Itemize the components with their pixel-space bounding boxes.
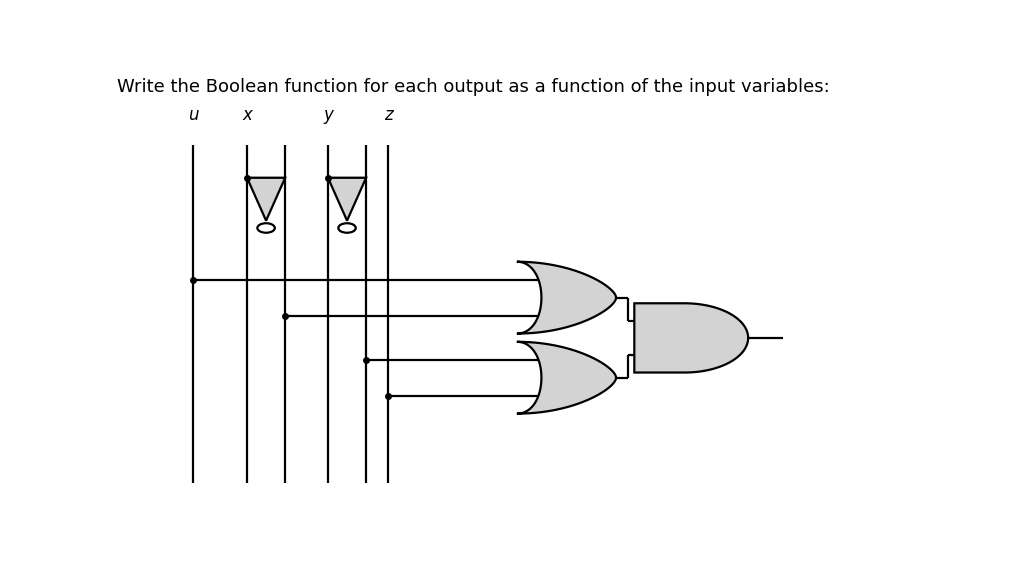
Polygon shape [517, 342, 616, 414]
Text: x: x [242, 106, 252, 124]
Circle shape [338, 223, 355, 233]
Text: z: z [384, 106, 392, 124]
Text: y: y [323, 106, 333, 124]
Circle shape [257, 223, 274, 233]
Polygon shape [247, 178, 285, 221]
Polygon shape [517, 262, 616, 334]
Polygon shape [328, 178, 367, 221]
Text: Write the Boolean function for each output as a function of the input variables:: Write the Boolean function for each outp… [117, 78, 829, 96]
Text: u: u [187, 106, 199, 124]
Polygon shape [634, 303, 749, 373]
